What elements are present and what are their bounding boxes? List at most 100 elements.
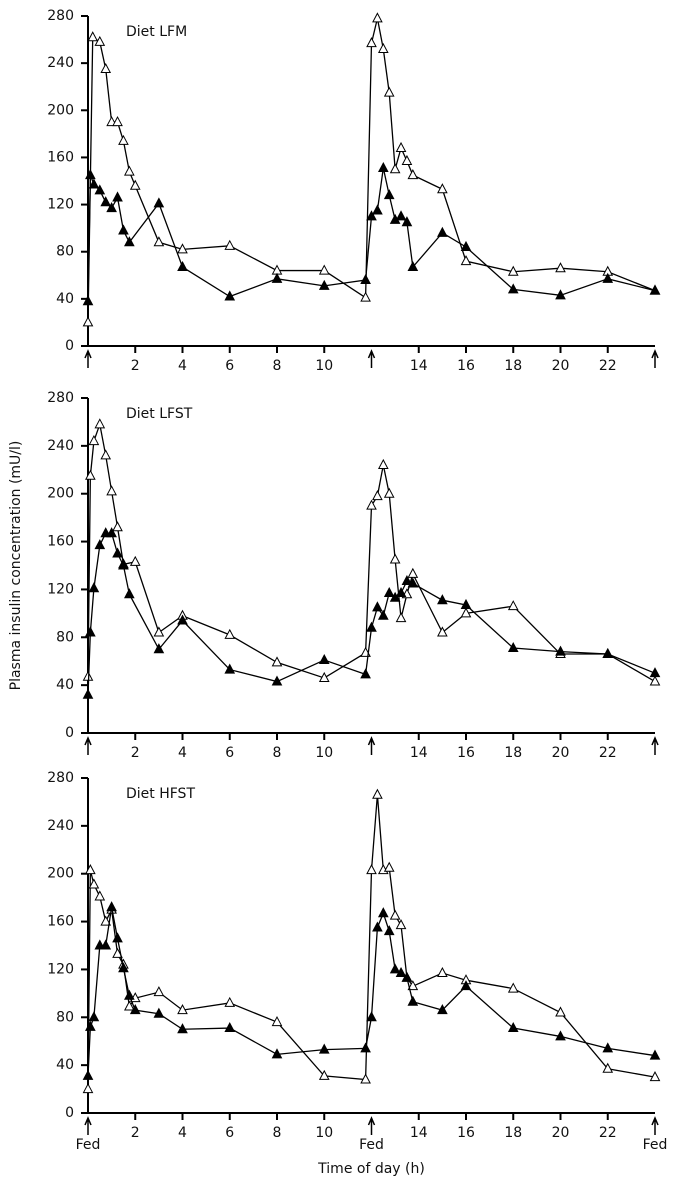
marker bbox=[507, 1021, 519, 1033]
marker bbox=[366, 1011, 377, 1022]
marker bbox=[360, 1042, 371, 1053]
marker bbox=[129, 179, 141, 190]
marker bbox=[106, 202, 117, 213]
marker bbox=[177, 260, 188, 272]
marker bbox=[649, 667, 661, 678]
marker bbox=[389, 163, 401, 174]
marker bbox=[366, 499, 377, 510]
marker bbox=[507, 641, 519, 653]
marker bbox=[437, 183, 448, 194]
marker bbox=[372, 490, 383, 501]
x-tick-label: 10 bbox=[315, 358, 333, 374]
fed-arrow bbox=[651, 349, 659, 368]
marker bbox=[507, 283, 519, 294]
marker bbox=[407, 169, 419, 180]
marker bbox=[224, 1021, 236, 1033]
marker bbox=[124, 1000, 135, 1011]
marker bbox=[377, 609, 389, 620]
marker bbox=[437, 1004, 448, 1015]
marker bbox=[460, 607, 472, 618]
panel-title: Diet LFST bbox=[126, 406, 193, 422]
marker bbox=[602, 272, 614, 283]
x-tick-label: 4 bbox=[178, 358, 187, 374]
marker bbox=[82, 688, 94, 699]
marker bbox=[395, 966, 407, 978]
series-line bbox=[87, 18, 656, 323]
marker bbox=[87, 31, 99, 42]
x-tick-label: 10 bbox=[315, 745, 333, 761]
marker bbox=[94, 539, 106, 550]
x-tick-label: 8 bbox=[273, 745, 282, 761]
marker bbox=[366, 210, 377, 221]
series-line bbox=[87, 532, 656, 695]
marker bbox=[85, 864, 96, 875]
marker bbox=[271, 1016, 283, 1027]
marker bbox=[395, 141, 407, 152]
marker bbox=[460, 980, 472, 991]
marker bbox=[649, 1049, 661, 1060]
y-tick-label: 240 bbox=[47, 818, 74, 834]
y-tick-label: 160 bbox=[47, 914, 74, 930]
fed-label: Fed bbox=[643, 1137, 668, 1153]
marker bbox=[94, 35, 106, 46]
marker bbox=[366, 864, 377, 875]
marker bbox=[360, 1073, 371, 1084]
y-tick-label: 0 bbox=[65, 1105, 74, 1121]
marker bbox=[318, 1043, 330, 1054]
series-line bbox=[87, 794, 656, 1090]
marker bbox=[94, 890, 106, 901]
marker bbox=[124, 588, 135, 599]
series-line bbox=[87, 907, 656, 1076]
marker bbox=[153, 643, 165, 654]
marker bbox=[100, 449, 112, 460]
marker bbox=[407, 260, 419, 272]
y-tick-label: 240 bbox=[47, 438, 74, 454]
marker bbox=[555, 289, 566, 300]
marker bbox=[318, 264, 330, 275]
marker bbox=[271, 272, 283, 283]
x-tick-label: 20 bbox=[552, 745, 570, 761]
y-tick-label: 160 bbox=[47, 534, 74, 550]
marker bbox=[395, 210, 407, 221]
x-tick-label: 10 bbox=[315, 1125, 333, 1141]
marker bbox=[124, 989, 135, 1000]
marker bbox=[124, 236, 135, 247]
marker bbox=[118, 134, 129, 145]
marker bbox=[85, 1020, 96, 1031]
marker bbox=[383, 487, 395, 498]
x-tick-label: 8 bbox=[273, 358, 282, 374]
marker bbox=[460, 240, 472, 251]
x-tick-label: 18 bbox=[504, 1125, 522, 1141]
marker bbox=[383, 189, 395, 200]
marker bbox=[649, 284, 661, 295]
fed-arrow bbox=[84, 736, 92, 755]
marker bbox=[177, 614, 188, 625]
marker bbox=[85, 169, 96, 180]
marker bbox=[224, 628, 236, 639]
marker bbox=[460, 598, 472, 609]
x-tick-label: 8 bbox=[273, 1125, 282, 1141]
marker bbox=[649, 675, 661, 686]
fed-arrow bbox=[367, 1116, 376, 1135]
marker bbox=[401, 971, 413, 982]
fed-label: Fed bbox=[359, 1137, 384, 1153]
marker bbox=[153, 197, 165, 208]
fed-arrow bbox=[651, 736, 659, 755]
marker bbox=[82, 316, 94, 327]
marker bbox=[129, 555, 141, 566]
marker bbox=[383, 861, 395, 872]
x-tick-label: 22 bbox=[599, 1125, 617, 1141]
y-tick-label: 0 bbox=[65, 338, 74, 354]
marker bbox=[360, 273, 371, 284]
marker bbox=[395, 612, 407, 623]
marker bbox=[383, 925, 395, 936]
marker bbox=[88, 1011, 100, 1022]
series-line bbox=[87, 421, 656, 683]
marker bbox=[555, 1006, 566, 1017]
marker bbox=[389, 553, 401, 564]
marker bbox=[401, 154, 413, 165]
x-tick-label: 4 bbox=[178, 745, 187, 761]
y-tick-label: 200 bbox=[47, 486, 74, 502]
marker bbox=[372, 204, 383, 215]
marker bbox=[177, 1004, 188, 1015]
